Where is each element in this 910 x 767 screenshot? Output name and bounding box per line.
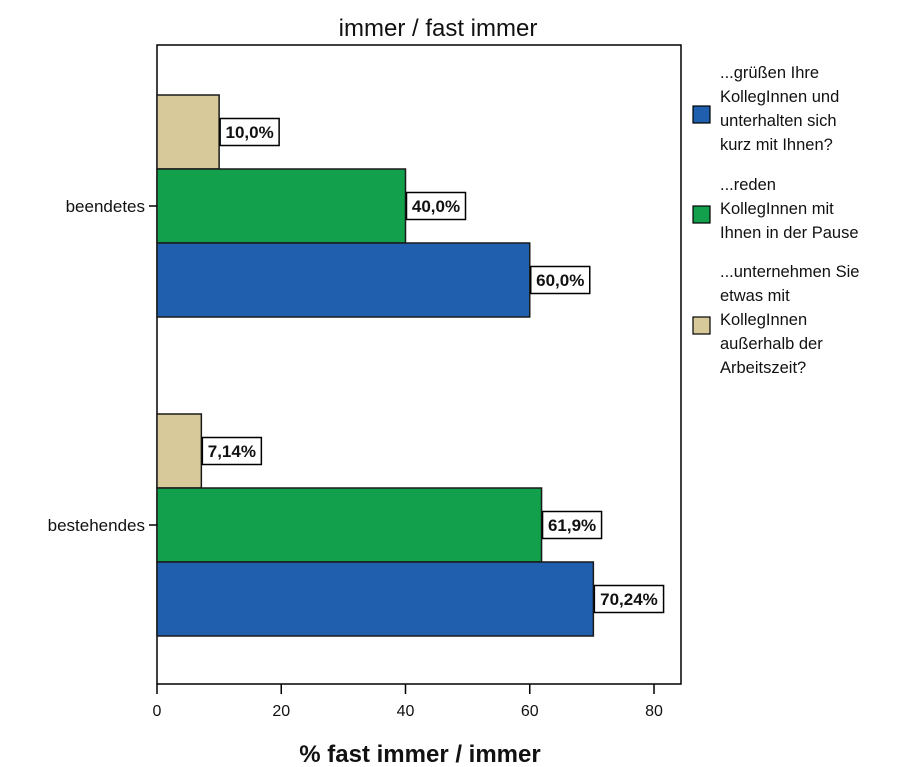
bar-bestehendes-series-2	[156, 413, 203, 489]
bar-bestehendes-series-1	[156, 487, 543, 563]
x-axis-title: % fast immer / immer	[299, 741, 540, 767]
legend-label-2: Arbeitszeit?	[720, 359, 806, 377]
x-tick-label: 60	[521, 703, 539, 720]
data-label-box	[219, 117, 280, 147]
data-label: 7,14%	[208, 442, 256, 461]
data-label-box	[201, 436, 263, 466]
legend-swatch-1	[692, 205, 711, 224]
category-axis: beendetes bestehendes	[48, 197, 157, 535]
legend-label-0: unterhalten sich	[720, 112, 837, 130]
category-label-bestehendes: bestehendes	[48, 516, 145, 535]
data-label: 70,24%	[600, 590, 658, 609]
legend-label-2: etwas mit	[720, 287, 790, 305]
legend-label-2: KollegInnen	[720, 311, 807, 329]
x-tick-label: 40	[397, 703, 415, 720]
legend-label-2: ...unternehmen Sie	[720, 263, 859, 281]
data-label-box	[593, 584, 665, 614]
data-label-box	[530, 265, 591, 295]
category-label-beendetes: beendetes	[66, 197, 145, 216]
legend-label-0: kurz mit Ihnen?	[720, 136, 833, 154]
bar-bestehendes-series-0	[156, 561, 595, 637]
legend-swatch-2	[692, 316, 711, 335]
bars-group: 10,0% 40,0% 60,0% 7,14% 61,9% 70,24%	[156, 94, 665, 637]
data-label: 61,9%	[548, 516, 596, 535]
data-label: 60,0%	[536, 271, 584, 290]
x-tick-label: 20	[272, 703, 290, 720]
legend-label-0: KollegInnen und	[720, 88, 839, 106]
legend-label-1: KollegInnen mit	[720, 200, 834, 218]
data-label-box	[405, 191, 467, 221]
legend-label-1: Ihnen in der Pause	[720, 224, 859, 242]
legend-label-0: ...grüßen Ihre	[720, 64, 819, 82]
bar-beendetes-series-1	[156, 168, 407, 244]
value-axis: 0 20 40 60 80	[153, 684, 663, 720]
legend-label-2: außerhalb der	[720, 335, 823, 353]
x-tick-label: 0	[153, 703, 162, 720]
data-label-box	[541, 510, 603, 540]
chart-title: immer / fast immer	[339, 15, 538, 42]
data-label: 10,0%	[226, 123, 274, 142]
legend: ...grüßen Ihre KollegInnen und unterhalten…	[692, 64, 859, 377]
bar-beendetes-series-0	[156, 242, 531, 318]
legend-swatch-0	[692, 105, 711, 124]
x-tick-label: 80	[645, 703, 663, 720]
legend-label-1: ...reden	[720, 176, 776, 194]
bar-beendetes-series-2	[156, 94, 220, 170]
data-label: 40,0%	[412, 197, 460, 216]
